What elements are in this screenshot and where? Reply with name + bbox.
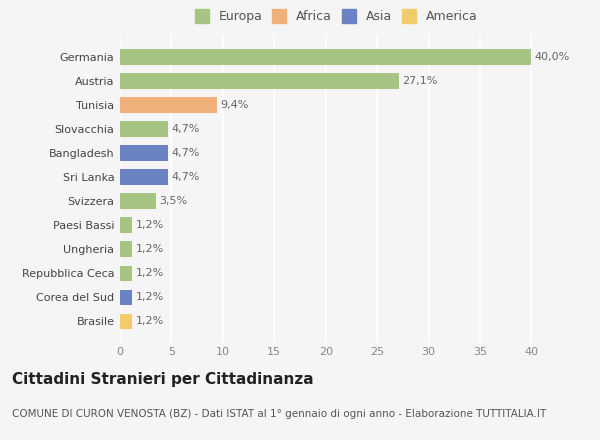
Text: 3,5%: 3,5% (159, 196, 187, 206)
Bar (120, 169, 169, 185)
Text: COMUNE DI CURON VENOSTA (BZ) - Dati ISTAT al 1° gennaio di ogni anno - Elaborazi: COMUNE DI CURON VENOSTA (BZ) - Dati ISTA… (12, 409, 546, 419)
Bar (120, 314, 133, 329)
Bar (120, 97, 217, 113)
Bar (120, 242, 133, 257)
Bar (120, 49, 532, 65)
Text: 9,4%: 9,4% (220, 100, 248, 110)
Text: 1,2%: 1,2% (136, 316, 164, 326)
Bar (120, 194, 156, 209)
Bar (120, 145, 169, 161)
Bar (120, 73, 399, 89)
Text: 4,7%: 4,7% (172, 148, 200, 158)
Text: 4,7%: 4,7% (172, 172, 200, 182)
Text: Cittadini Stranieri per Cittadinanza: Cittadini Stranieri per Cittadinanza (12, 372, 314, 387)
Text: 1,2%: 1,2% (136, 268, 164, 279)
Bar (120, 265, 133, 281)
Text: 1,2%: 1,2% (136, 292, 164, 302)
Bar (120, 217, 133, 233)
Bar (120, 290, 133, 305)
Text: 1,2%: 1,2% (136, 244, 164, 254)
Bar (120, 121, 169, 137)
Legend: Europa, Africa, Asia, America: Europa, Africa, Asia, America (192, 7, 480, 26)
Text: 4,7%: 4,7% (172, 124, 200, 134)
Text: 1,2%: 1,2% (136, 220, 164, 230)
Text: 40,0%: 40,0% (535, 52, 570, 62)
Text: 27,1%: 27,1% (402, 76, 437, 86)
